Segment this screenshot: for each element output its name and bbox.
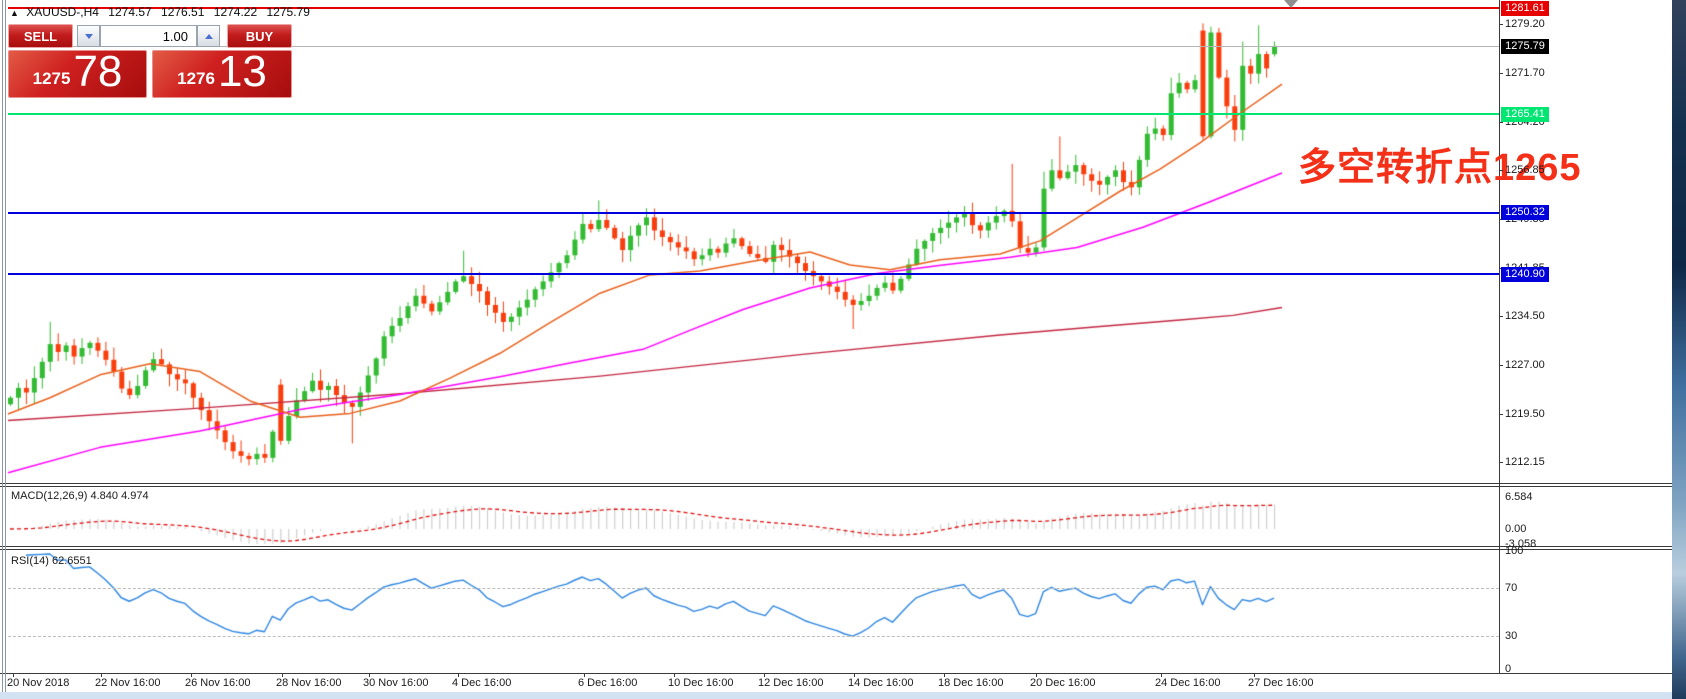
sell-button[interactable]: SELL	[8, 24, 73, 48]
price-badge-1281.61: 1281.61	[1501, 0, 1549, 16]
window-left-border	[2, 0, 3, 699]
main-macd-separator[interactable]	[0, 483, 1672, 484]
ask-price-tile[interactable]: 1276 13	[152, 50, 292, 98]
level-line-1281.61[interactable]	[8, 7, 1499, 10]
volume-increase-button[interactable]	[197, 25, 220, 47]
level-line-1250.32[interactable]	[8, 211, 1499, 214]
time-tick-label: 22 Nov 16:00	[95, 677, 161, 689]
level-line-1240.90[interactable]	[8, 273, 1499, 276]
ohlc-low: 1274.22	[213, 5, 258, 19]
price-tick-mark	[1499, 414, 1503, 415]
time-tick-label: 27 Dec 16:00	[1248, 677, 1314, 689]
bid-price-tile[interactable]: 1275 78	[8, 50, 147, 98]
price-tick-label: 1234.50	[1505, 310, 1545, 322]
main-macd-separator-2	[0, 486, 1672, 487]
time-tick-label: 10 Dec 16:00	[668, 677, 734, 689]
ask-points: 13	[217, 47, 267, 96]
price-tick-label: 1227.00	[1505, 359, 1545, 371]
rsi-scale-label: 0	[1505, 663, 1512, 675]
time-tick-mark	[282, 674, 283, 677]
macd-scale-label: 0.00	[1505, 523, 1527, 535]
time-tick-label: 4 Dec 16:00	[452, 677, 512, 689]
time-tick-mark	[944, 674, 945, 677]
chevron-up-icon	[204, 34, 213, 39]
price-tick-label: 1212.15	[1505, 456, 1545, 469]
price-tick-mark	[1499, 170, 1503, 171]
price-badge-1265.41: 1265.41	[1501, 106, 1549, 122]
time-tick-mark	[101, 674, 102, 677]
time-tick-label: 18 Dec 16:00	[938, 677, 1004, 689]
time-tick-label: 14 Dec 16:00	[848, 677, 914, 689]
time-tick-mark	[584, 674, 585, 677]
time-tick-mark	[13, 674, 14, 677]
volume-decrease-button[interactable]	[77, 25, 100, 47]
one-click-trade-panel: SELL BUY 1275 78 1276 13	[8, 24, 292, 98]
rsi-scale-label: 30	[1505, 630, 1518, 643]
symbol-marker-icon: ▲	[10, 8, 19, 18]
rsi-indicator-label: RSI(14) 62.6551	[11, 555, 92, 567]
price-tick-mark	[1499, 365, 1503, 366]
time-tick-mark	[458, 674, 459, 677]
time-tick-label: 6 Dec 16:00	[578, 677, 638, 689]
ohlc-open: 1274.57	[108, 5, 152, 19]
time-tick-label: 28 Nov 16:00	[276, 677, 342, 689]
time-tick-mark	[854, 674, 855, 677]
volume-input[interactable]	[100, 25, 197, 47]
price-tick-mark	[1499, 462, 1503, 464]
chart-title: ▲ XAUUSD-,H4 1274.57 1276.51 1274.22 127…	[10, 5, 316, 19]
time-tick-label: 12 Dec 16:00	[758, 677, 824, 689]
buy-button[interactable]: BUY	[227, 24, 292, 48]
level-line-1275.79[interactable]	[8, 45, 1499, 47]
time-tick-mark	[369, 674, 370, 677]
time-tick-mark	[674, 674, 675, 677]
macd-rsi-separator[interactable]	[0, 546, 1672, 547]
macd-rsi-separator-2	[0, 549, 1672, 550]
ohlc-high: 1276.51	[161, 5, 205, 19]
macd-indicator-label: MACD(12,26,9) 4.840 4.974	[11, 490, 149, 502]
price-badge-1275.79: 1275.79	[1501, 38, 1549, 54]
price-tick-label: 1271.70	[1505, 67, 1545, 79]
ask-big-figure: 1276	[177, 69, 215, 88]
rsi-scale-label: 100	[1505, 545, 1524, 557]
time-tick-mark	[1254, 674, 1255, 677]
price-tick-label: 1256.85	[1505, 164, 1545, 176]
time-tick-mark	[764, 674, 765, 677]
window-bottom-edge	[0, 692, 1686, 699]
rsi-timeaxis-separator	[0, 673, 1672, 674]
price-badge-1250.32: 1250.32	[1501, 205, 1549, 221]
time-tick-label: 20 Nov 2018	[7, 677, 70, 689]
price-tick-mark	[1499, 73, 1503, 74]
price-tick-label: 1279.20	[1505, 18, 1545, 30]
price-badge-1240.90: 1240.90	[1501, 266, 1549, 282]
time-tick-label: 30 Nov 16:00	[363, 677, 429, 689]
time-tick-label: 26 Nov 16:00	[185, 677, 251, 689]
rsi-level-line-30	[8, 636, 1499, 638]
rsi-level-line-70	[8, 587, 1499, 589]
price-tick-mark	[1499, 122, 1503, 123]
time-tick-mark	[1036, 674, 1037, 677]
price-scale-border	[1499, 0, 1500, 673]
rsi-scale-label: 70	[1505, 581, 1518, 594]
time-tick-mark	[191, 674, 192, 677]
symbol-timeframe: XAUUSD-,H4	[26, 5, 99, 19]
chevron-down-icon	[84, 34, 93, 39]
bid-big-figure: 1275	[32, 69, 71, 88]
price-tick-mark	[1499, 316, 1503, 317]
time-tick-label: 24 Dec 16:00	[1155, 677, 1221, 689]
level-line-1265.41[interactable]	[8, 113, 1499, 116]
time-tick-label: 20 Dec 16:00	[1030, 677, 1096, 689]
price-tick-mark	[1499, 24, 1503, 25]
chart-text-annotation: 多空转折点1265	[1298, 147, 1582, 189]
window-right-edge	[1672, 0, 1686, 699]
price-tick-label: 1219.50	[1505, 408, 1545, 420]
bid-points: 78	[73, 47, 123, 96]
time-tick-mark	[1161, 674, 1162, 677]
arrow-down-marker-icon[interactable]	[1284, 0, 1298, 8]
ohlc-close: 1275.79	[266, 5, 310, 19]
macd-scale-label: -3.058	[1505, 537, 1537, 550]
panel-splitter[interactable]	[5, 0, 6, 699]
macd-scale-label: 6.584	[1505, 490, 1533, 503]
